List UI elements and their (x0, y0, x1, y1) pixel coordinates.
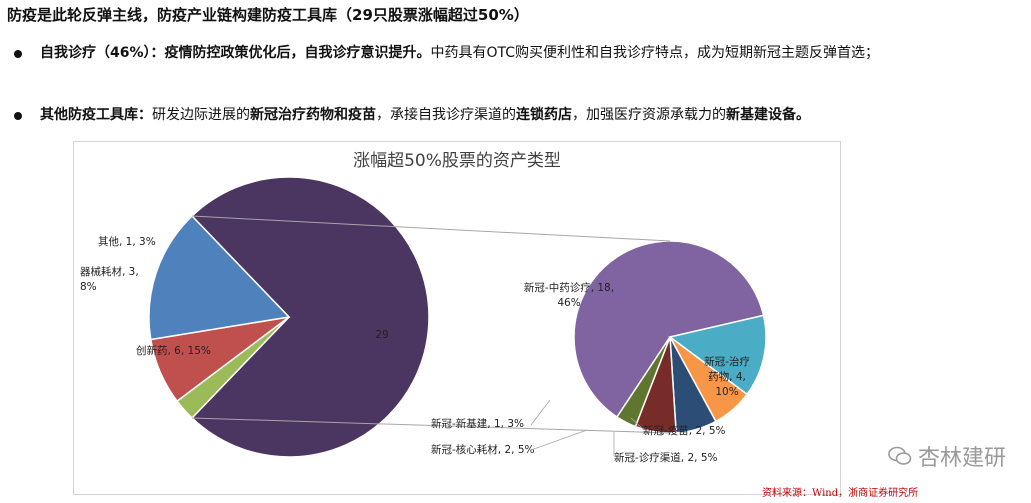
slice-label: 新冠-诊疗渠道, 2, 5% (614, 451, 718, 464)
chart-frame: 涨幅超50%股票的资产类型 29 其他, 1, 3% 器械耗材, 3, 8% 创新药, 6… (73, 141, 841, 495)
bullet-bold-text: 新基建设备。 (726, 107, 810, 123)
page-heading: 防疫是此轮反弹主线，防疫产业链构建防疫工具库（29只股票涨幅超过50%） (7, 6, 529, 24)
leader-line (630, 417, 645, 431)
connector-line (192, 417, 671, 434)
bullet-text: 自我诊疗（46%）：疫情防控政策优化后，自我诊疗意识提升。中药具有OTC购买便利… (40, 42, 1030, 64)
slice-label: 新冠-新基建, 1, 3% (431, 417, 524, 430)
bullet-bold-text: 新冠治疗药物和疫苗 (250, 107, 376, 123)
bullet-bold-text: 其他防疫工具库： (40, 107, 152, 123)
slice-label: 29 (375, 329, 388, 341)
sub-pie-slice (573, 240, 765, 419)
watermark-text: 杏林建研 (918, 446, 1007, 471)
connector-line (191, 215, 671, 242)
sub-pie-slice (615, 336, 671, 428)
slice-label: 新冠-疫苗, 2, 5% (643, 424, 726, 437)
bullet-plain-text: 中药具有OTC购买便利性和自我诊疗特点，成为短期新冠主题反弹首选； (430, 45, 880, 61)
main-pie-slice (148, 214, 291, 341)
pie-of-pie-chart: 涨幅超50%股票的资产类型 29 其他, 1, 3% 器械耗材, 3, 8% 创新药, 6… (80, 151, 767, 464)
leader-line (530, 399, 551, 426)
bullet-plain-text: 研发边际进展的 (152, 107, 250, 123)
slice-label: 创新药, 6, 15% (136, 344, 211, 357)
bullet-bold-text: 连锁药店 (516, 107, 572, 123)
slice-label: 新冠-中药诊疗, 18, 46% (524, 281, 614, 309)
bullet-dot-icon (14, 112, 22, 120)
watermark: 杏林建研 (888, 440, 1006, 472)
bullet-plain-text: ，承接自我诊疗渠道的 (376, 107, 516, 123)
main-pie-slice (190, 176, 430, 458)
slice-label: 新冠-治疗药物, 4, 10% (704, 355, 750, 398)
source-note: 资料来源：Wind，浙商证券研究所 (762, 488, 919, 499)
bullet-dot-icon (14, 50, 22, 58)
bullet-bold-text: 自我诊疗（46%）：疫情防控政策优化后，自我诊疗意识提升。 (40, 45, 431, 61)
slice-label: 新冠-核心耗材, 2, 5% (431, 443, 535, 456)
bullet-text: 其他防疫工具库：研发边际进展的新冠治疗药物和疫苗，承接自我诊疗渠道的连锁药店，加… (40, 104, 1030, 126)
slice-label: 器械耗材, 3, 8% (80, 265, 139, 293)
leader-line (530, 429, 588, 451)
chart-title: 涨幅超50%股票的资产类型 (353, 151, 561, 171)
sub-pie-slice (668, 314, 767, 396)
slice-label: 其他, 1, 3% (98, 235, 156, 248)
bullet-plain-text: ，加强医疗资源承载力的 (572, 107, 726, 123)
wechat-icon (888, 446, 912, 466)
